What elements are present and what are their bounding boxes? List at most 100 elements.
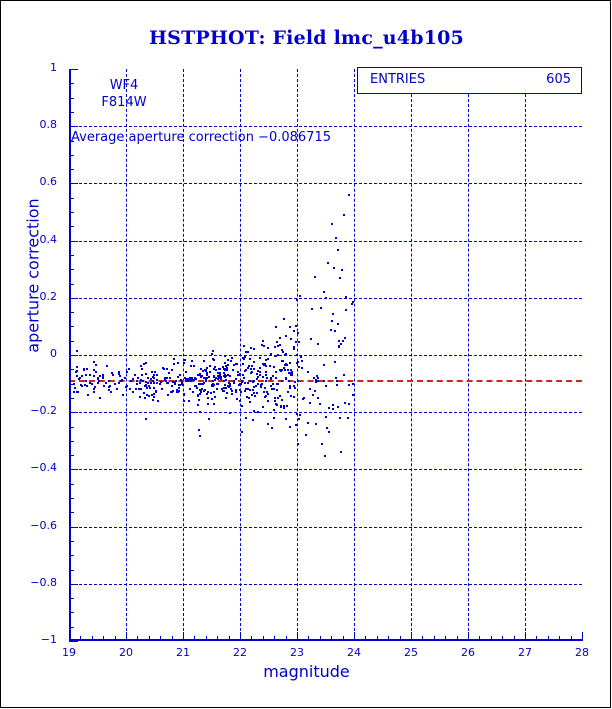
data-point <box>203 359 206 362</box>
data-point <box>290 338 293 341</box>
data-point <box>216 388 219 391</box>
data-point <box>270 385 273 388</box>
data-point <box>284 362 287 365</box>
data-point <box>228 385 231 388</box>
data-point <box>346 416 349 419</box>
data-point <box>241 380 244 383</box>
data-point <box>244 369 247 372</box>
data-point <box>230 387 233 390</box>
data-point <box>136 382 139 385</box>
data-point <box>207 417 210 420</box>
data-point <box>166 368 169 371</box>
data-point <box>222 386 225 389</box>
y-tick-minor <box>69 69 74 70</box>
data-point <box>287 380 290 383</box>
data-point <box>238 373 241 376</box>
data-point <box>75 375 78 378</box>
data-point <box>213 367 216 370</box>
data-point <box>249 368 252 371</box>
data-point <box>103 385 106 388</box>
data-point <box>287 371 290 374</box>
data-point <box>259 383 262 386</box>
data-point <box>213 366 216 369</box>
data-point <box>107 379 110 382</box>
data-point <box>177 386 180 389</box>
data-point <box>85 367 88 370</box>
data-point <box>335 383 338 386</box>
y-tick-label: −0.2 <box>30 404 57 418</box>
x-tick-minor <box>297 636 298 641</box>
data-point <box>314 381 317 384</box>
data-point <box>267 393 270 396</box>
data-point <box>126 371 129 374</box>
data-point <box>220 388 223 391</box>
data-point <box>219 374 222 377</box>
data-point <box>173 357 175 360</box>
data-point <box>226 391 229 394</box>
data-point <box>280 405 283 408</box>
y-tick-minor <box>69 455 74 457</box>
data-point <box>95 363 98 366</box>
data-point <box>198 411 201 414</box>
data-point <box>316 376 319 379</box>
y-tick-label: −0.6 <box>30 518 57 532</box>
data-point <box>197 394 200 397</box>
data-point <box>264 365 267 367</box>
data-point <box>224 373 227 376</box>
data-point <box>284 417 287 420</box>
x-tick-minor <box>513 636 515 641</box>
data-point <box>172 380 175 383</box>
data-point <box>145 417 148 420</box>
data-point <box>117 381 120 384</box>
data-point <box>296 362 299 365</box>
data-point <box>96 381 99 384</box>
data-point <box>222 375 225 378</box>
data-point <box>198 388 201 391</box>
data-point <box>179 378 182 381</box>
data-point <box>350 302 353 305</box>
data-point <box>188 388 191 391</box>
data-point <box>288 384 291 387</box>
data-point <box>199 373 202 376</box>
data-point <box>259 385 262 388</box>
data-point <box>200 375 203 378</box>
data-point <box>159 380 162 383</box>
data-point <box>198 373 201 376</box>
data-point <box>312 393 315 396</box>
y-tick-minor <box>69 283 74 285</box>
data-point <box>105 365 108 368</box>
data-point <box>76 365 79 368</box>
data-point <box>304 434 307 437</box>
data-point <box>226 364 229 367</box>
x-tick-minor <box>547 636 549 641</box>
x-tick-label: 19 <box>62 646 76 659</box>
data-point <box>248 364 251 367</box>
data-point <box>262 345 265 348</box>
data-point <box>154 389 157 392</box>
data-point <box>253 347 256 350</box>
data-point <box>252 368 255 371</box>
data-point <box>238 388 241 391</box>
data-point <box>86 394 89 397</box>
data-point <box>136 379 139 382</box>
y-tick-label: 0.8 <box>39 118 58 132</box>
data-point <box>232 381 235 384</box>
x-tick-minor <box>536 636 538 641</box>
x-axis-title: magnitude <box>263 662 350 681</box>
x-tick-minor <box>354 636 355 641</box>
y-tick-minor <box>69 612 74 614</box>
data-point <box>76 370 79 373</box>
data-point <box>263 364 266 367</box>
x-tick-minor <box>525 636 526 641</box>
data-point <box>203 388 206 391</box>
data-point <box>207 397 210 400</box>
y-tick-minor <box>69 426 74 428</box>
data-point <box>152 393 155 396</box>
data-point <box>308 388 311 391</box>
data-point <box>223 383 226 386</box>
data-point <box>86 385 89 388</box>
data-point <box>231 392 234 395</box>
data-point <box>225 375 228 378</box>
data-point <box>310 337 313 340</box>
data-point <box>140 387 143 390</box>
